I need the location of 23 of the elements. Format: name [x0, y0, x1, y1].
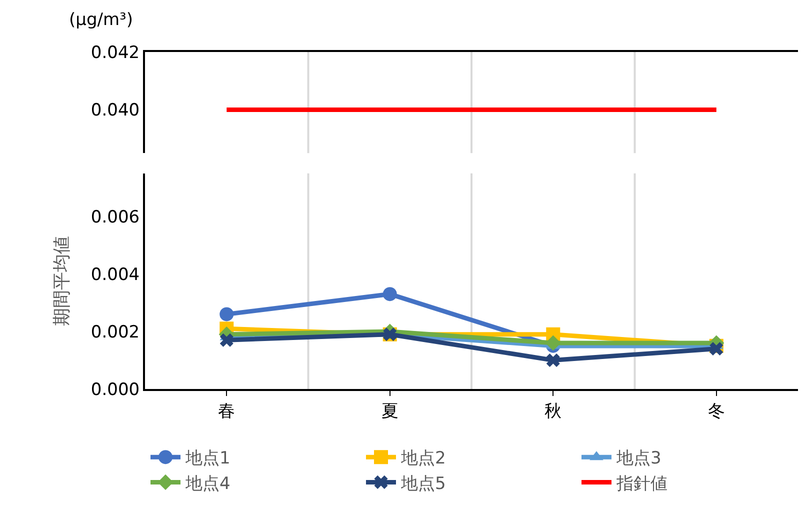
- text: (μg/m³): [69, 10, 133, 30]
- x-tick-label: 春: [218, 401, 236, 422]
- y-tick-label: 0.006: [90, 207, 140, 228]
- legend-label: 指針値: [615, 474, 668, 494]
- y-tick-label: 0.000: [90, 380, 140, 400]
- point: [545, 335, 561, 351]
- point: [546, 353, 560, 368]
- y-tick-label: 0.042: [90, 42, 140, 63]
- y-tick-label: 0.002: [90, 322, 140, 342]
- legend-label: 地点4: [184, 474, 230, 494]
- legend-label: 地点2: [400, 448, 446, 469]
- legend-label: 地点3: [615, 448, 662, 469]
- y-tick-label: 0.040: [90, 100, 140, 121]
- point: [220, 307, 234, 322]
- x-tick-label: 秋: [544, 401, 562, 422]
- legend-label: 地点5: [400, 474, 446, 494]
- legend-label: 地点1: [184, 448, 230, 469]
- point: [382, 287, 397, 302]
- y-tick-label: 0.004: [90, 264, 140, 285]
- point: [220, 333, 234, 347]
- x-tick-label: 夏: [381, 401, 398, 422]
- y-axis-title: 期間平均値: [52, 236, 73, 326]
- x-tick-label: 冬: [708, 401, 725, 422]
